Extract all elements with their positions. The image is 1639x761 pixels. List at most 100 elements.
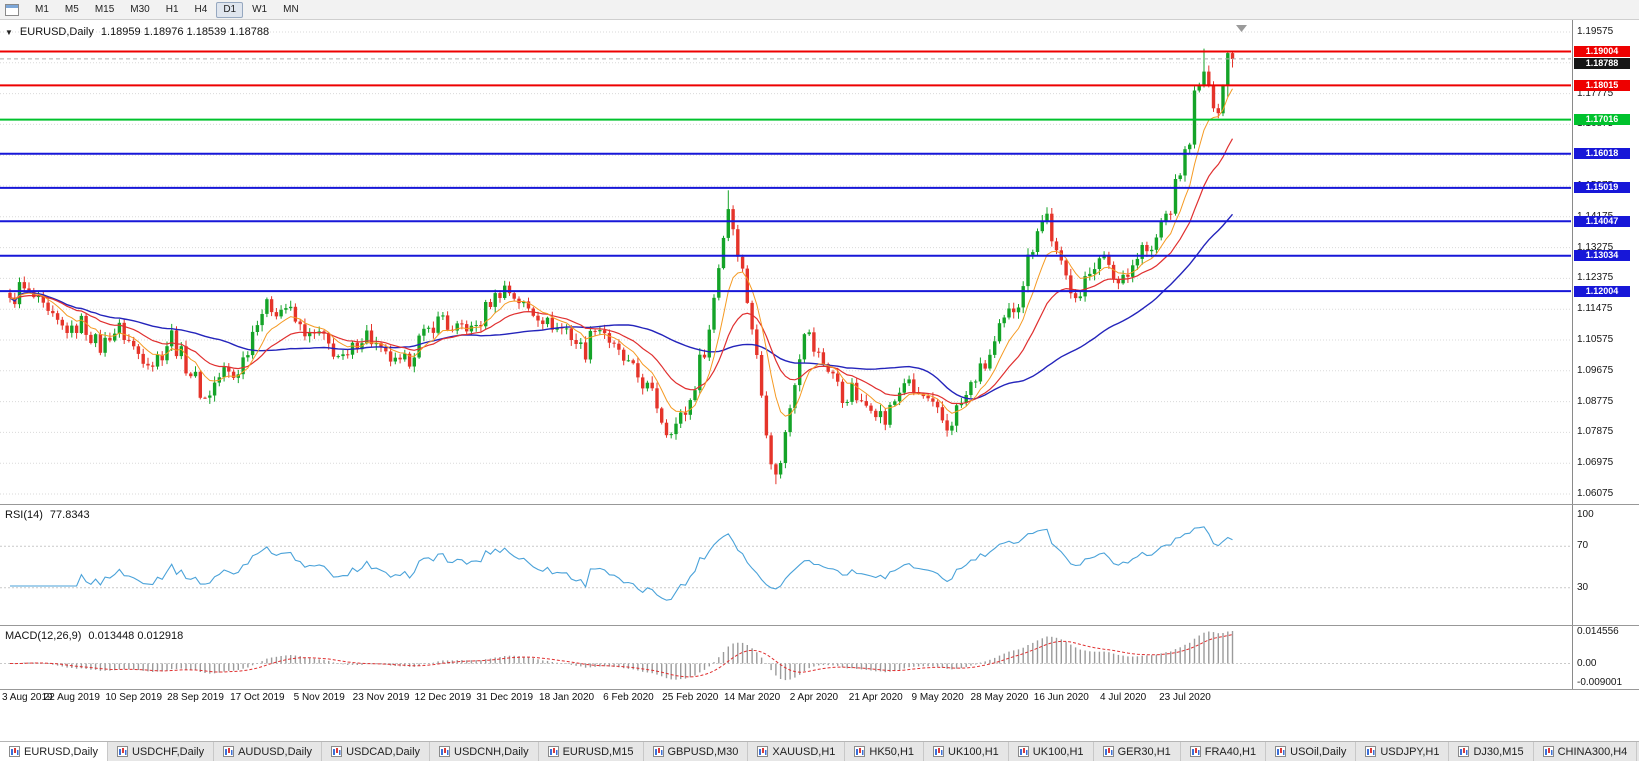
candlestick-chart-icon — [652, 746, 664, 757]
candlestick-chart-icon — [331, 746, 343, 757]
candlestick-chart-icon — [1275, 746, 1287, 757]
candlestick-chart-icon — [439, 746, 451, 757]
chart-tab-china300-h4[interactable]: CHINA300,H4 — [1533, 742, 1638, 761]
date-axis-label: 14 Mar 2020 — [724, 692, 781, 703]
chart-ohlc-values: 1.18959 1.18976 1.18539 1.18788 — [100, 26, 270, 38]
chart-tab-uk100-h1[interactable]: UK100,H1 — [1008, 742, 1094, 761]
date-axis-label: 4 Jul 2020 — [1100, 692, 1147, 703]
macd-signal-line — [9, 634, 1233, 678]
rsi-title: RSI(14) — [5, 509, 43, 521]
chart-tab-label: USDCNH,Daily — [454, 745, 529, 758]
date-axis-label: 10 Sep 2019 — [105, 692, 163, 703]
price-level-badge: 1.19004 — [1574, 46, 1630, 58]
price-axis: 1.195751.186751.177751.168751.159751.150… — [1572, 20, 1639, 504]
timeframe-button-m15[interactable]: M15 — [94, 3, 115, 15]
date-axis-label: 12 Dec 2019 — [414, 692, 472, 703]
timeframe-button-mn[interactable]: MN — [283, 3, 299, 15]
chart-tab-label: XAUUSD,H1 — [772, 745, 836, 758]
slow-ma-line — [9, 213, 1234, 400]
price-axis-label: 1.08775 — [1577, 395, 1614, 407]
date-axis-label: 3 Aug 2019 — [2, 692, 53, 703]
price-chart-canvas[interactable] — [0, 20, 1571, 504]
chart-tab-eurusd-m15[interactable]: EURUSD,M15 — [538, 742, 644, 761]
rsi-axis-label: 30 — [1577, 581, 1589, 593]
empty-area — [0, 705, 1639, 741]
chart-tab-uk100-h1[interactable]: UK100,H1 — [924, 742, 1009, 761]
timeframe-button-w1[interactable]: W1 — [252, 3, 268, 15]
chart-tab-label: UK100,H1 — [948, 745, 999, 758]
macd-chart-canvas[interactable] — [0, 626, 1571, 689]
chart-tab-xauusd-h1[interactable]: XAUUSD,H1 — [748, 742, 846, 761]
price-level-badge: 1.12004 — [1574, 285, 1630, 297]
macd-indicator-label: MACD(12,26,9) 0.013448 0.012918 — [5, 630, 183, 642]
chart-window-icon[interactable] — [5, 3, 19, 16]
chart-tab-hk50-h1[interactable]: HK50,H1 — [845, 742, 925, 761]
candlestick-chart-icon — [1365, 746, 1377, 757]
timeframe-button-m30[interactable]: M30 — [130, 3, 150, 15]
macd-axis-label: 0.00 — [1577, 657, 1597, 669]
rsi-chart-canvas[interactable] — [0, 505, 1571, 625]
candlestick-chart-icon — [757, 746, 769, 757]
timeframe-button-m1[interactable]: M1 — [35, 3, 49, 15]
macd-axis-label: 0.014556 — [1577, 626, 1619, 637]
rsi-indicator-pane: RSI(14) 77.8343 100 70 30 — [0, 504, 1639, 625]
date-axis-label: 2 Apr 2020 — [789, 692, 839, 703]
timeframe-button-d1[interactable]: D1 — [216, 1, 244, 18]
chart-tab-label: UK100,H1 — [1032, 745, 1084, 758]
price-axis-label: 1.06975 — [1577, 457, 1614, 469]
date-axis: 3 Aug 2019 22 Aug 2019 10 Sep 2019 28 Sep 2… — [0, 689, 1639, 705]
macd-values: 0.013448 0.012918 — [88, 630, 184, 642]
chart-tab-usdcnh-daily[interactable]: USDCNH,Daily — [430, 742, 539, 761]
chart-tab-usoil-h4[interactable]: USOil,H4 — [1637, 742, 1639, 761]
price-axis-label: 1.06075 — [1577, 488, 1614, 499]
date-axis-label: 22 Aug 2019 — [43, 692, 100, 703]
bid-price-badge: 1.18788 — [1574, 57, 1630, 69]
chart-tab-fra40-h1[interactable]: FRA40,H1 — [1180, 742, 1267, 761]
candlestick-chart-icon — [223, 746, 235, 757]
chart-tab-label: USOil,Daily — [1290, 745, 1347, 758]
date-axis-label: 17 Oct 2019 — [230, 692, 285, 703]
price-axis-label: 1.11475 — [1577, 303, 1613, 315]
date-axis-label: 6 Feb 2020 — [603, 692, 654, 703]
candlestick-chart-icon — [1458, 746, 1470, 757]
chart-tab-usdchf-daily[interactable]: USDCHF,Daily — [107, 742, 215, 761]
price-level-badge: 1.14047 — [1574, 215, 1630, 227]
chart-tab-usdcad-daily[interactable]: USDCAD,Daily — [322, 742, 431, 761]
chart-tab-gbpusd-m30[interactable]: GBPUSD,M30 — [643, 742, 749, 761]
rsi-axis-label: 100 — [1577, 509, 1594, 520]
timeframe-button-h1[interactable]: H1 — [165, 3, 179, 15]
price-axis-label: 1.09675 — [1577, 364, 1614, 376]
chart-tab-label: CHINA300,H4 — [1557, 745, 1628, 758]
candlestick-chart-icon — [1017, 746, 1029, 757]
date-axis-label: 16 Jun 2020 — [1033, 692, 1089, 703]
chart-tab-audusd-daily[interactable]: AUDUSD,Daily — [214, 742, 323, 761]
price-axis-label: 1.10575 — [1577, 334, 1614, 345]
chart-symbol-period: EURUSD,Daily — [19, 26, 94, 38]
chart-tab-usdjpy-h1[interactable]: USDJPY,H1 — [1356, 742, 1450, 761]
candlestick-chart-icon — [1542, 746, 1554, 757]
chart-tab-label: GBPUSD,M30 — [667, 745, 739, 758]
macd-histogram — [9, 631, 1234, 681]
symbol-dropdown-icon[interactable]: ▼ — [5, 27, 13, 37]
chart-tab-label: FRA40,H1 — [1204, 745, 1257, 758]
chart-shift-icon[interactable] — [1236, 25, 1247, 32]
price-level-badge: 1.18015 — [1574, 79, 1630, 91]
chart-tab-dj30-m15[interactable]: DJ30,M15 — [1449, 742, 1534, 761]
chart-tab-label: USDJPY,H1 — [1380, 745, 1440, 758]
rsi-axis-label: 70 — [1577, 540, 1589, 552]
chart-tab-ger30-h1[interactable]: GER30,H1 — [1093, 742, 1181, 761]
chart-tab-eurusd-daily[interactable]: EURUSD,Daily — [0, 742, 108, 761]
price-axis-label: 1.12375 — [1577, 272, 1614, 284]
chart-tab-usoil-daily[interactable]: USOil,Daily — [1266, 742, 1357, 761]
date-axis-label: 9 May 2020 — [911, 692, 964, 703]
timeframe-button-m5[interactable]: M5 — [64, 3, 79, 15]
price-axis-label: 1.17775 — [1577, 87, 1614, 99]
chart-tab-label: HK50,H1 — [869, 745, 915, 758]
date-axis-label: 28 May 2020 — [970, 692, 1029, 703]
macd-axis-label: -0.009001 — [1577, 677, 1623, 688]
macd-title: MACD(12,26,9) — [5, 630, 82, 642]
price-level-badge: 1.16018 — [1574, 148, 1630, 160]
rsi-value: 77.8343 — [49, 509, 90, 521]
timeframe-button-h4[interactable]: H4 — [194, 3, 208, 15]
date-axis-label: 5 Nov 2019 — [293, 692, 345, 703]
